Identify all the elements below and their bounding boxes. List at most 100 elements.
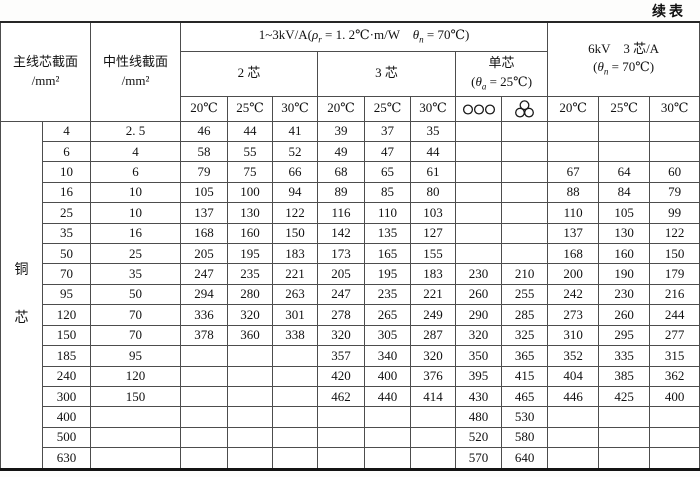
cell-3core-20 [317,447,366,470]
cell-6kv-30: 315 [649,345,700,367]
cell-6kv-25 [598,120,651,142]
cell-2core-25: 320 [227,304,274,326]
cell-2core-20 [180,385,229,408]
cell-3core-25: 165 [364,243,412,265]
cell-2core-25: 100 [227,181,274,204]
cell-6kv-25 [598,140,651,163]
cell-3core-30: 249 [410,304,457,326]
header-main-section: 主线芯截面 /mm² [0,21,92,122]
cell-3core-20: 320 [317,324,366,347]
cell-single-flat: 350 [455,345,503,367]
header-6kv-temp-25: 25℃ [598,95,651,122]
cell-3core-20: 278 [317,304,366,326]
header-3core-temp-20: 20℃ [317,95,366,122]
cell-2core-20: 378 [180,324,229,347]
header-3core-temp-25: 25℃ [364,95,412,122]
cell-neutral-size: 16 [90,222,182,245]
cell-3core-30: 35 [410,120,457,142]
cell-single-trefoil: 415 [501,365,549,387]
cell-2core-20: 336 [180,304,229,326]
cell-3core-30: 183 [410,263,457,285]
cell-6kv-20: 137 [547,222,600,245]
table-row: 10 6 79 75 66 68 65 61 67 64 60 [1,161,700,183]
cell-2core-25: 55 [227,140,274,163]
cell-3core-30: 61 [410,161,457,183]
cell-3core-25: 340 [364,345,412,367]
cell-3core-25: 265 [364,304,412,326]
cell-6kv-25: 385 [598,365,651,387]
cell-main-size: 95 [41,283,92,306]
cell-3core-20: 173 [317,243,366,265]
cell-2core-30: 41 [272,120,319,142]
cell-neutral-size: 4 [90,140,182,163]
table-row: 150 70 378 360 338 320 305 287 320 325 310 295 277 [1,324,700,347]
cell-single-flat [455,181,503,204]
cell-6kv-20: 446 [547,385,600,408]
table-row: 185 95 357 340 320 350 365 352 335 315 [1,345,700,367]
cell-6kv-25 [598,406,651,428]
cell-6kv-25: 160 [598,243,651,265]
cell-6kv-30: 60 [649,161,700,183]
cell-2core-25 [227,447,274,470]
cell-2core-30 [272,447,319,470]
cell-neutral-size: 150 [90,385,182,408]
table-row: 70 35 247 235 221 205 195 183 230 210 200 190 179 [1,263,700,285]
cell-neutral-size [90,426,182,449]
cell-neutral-size: 25 [90,243,182,265]
cell-2core-20: 247 [180,263,229,285]
cell-single-flat: 395 [455,365,503,387]
cell-6kv-25: 335 [598,345,651,367]
table-row: 16 10 105 100 94 89 85 80 88 84 79 [1,181,700,204]
cell-2core-25 [227,426,274,449]
cell-neutral-size: 6 [90,161,182,183]
table-row: 120 70 336 320 301 278 265 249 290 285 273 260 244 [1,304,700,326]
cell-2core-20: 46 [180,120,229,142]
cell-single-trefoil: 530 [501,406,549,428]
cell-6kv-20: 200 [547,263,600,285]
header-main-section-unit: /mm² [31,72,60,88]
cell-main-size: 400 [41,406,92,428]
cell-3core-30 [410,447,457,470]
cell-3core-30: 103 [410,202,457,224]
cell-2core-30: 52 [272,140,319,163]
cell-2core-25: 280 [227,283,274,306]
cell-2core-30: 122 [272,202,319,224]
cell-6kv-30: 122 [649,222,700,245]
cell-6kv-30: 79 [649,181,700,204]
cell-6kv-20: 110 [547,202,600,224]
cell-3core-20 [317,406,366,428]
material-label-copper-core: 铜芯 [0,120,43,470]
header-6kv-group: 6kV 3 芯/A (θn = 70℃) [547,21,700,97]
cell-6kv-20: 67 [547,161,600,183]
table-row: 400 480 530 [1,406,700,428]
table-row: 6 4 58 55 52 49 47 44 [1,140,700,163]
cell-3core-30: 44 [410,140,457,163]
cell-6kv-30 [649,426,700,449]
cell-3core-25: 400 [364,365,412,387]
cell-single-trefoil: 210 [501,263,549,285]
cell-2core-20 [180,345,229,367]
cell-3core-25 [364,406,412,428]
cell-3core-20 [317,426,366,449]
cell-neutral-size: 70 [90,324,182,347]
cell-2core-30: 338 [272,324,319,347]
header-2core-temp-25: 25℃ [227,95,274,122]
cell-2core-25: 235 [227,263,274,285]
cell-3core-25: 47 [364,140,412,163]
table-row: 240 120 420 400 376 395 415 404 385 362 [1,365,700,387]
cell-single-trefoil [501,222,549,245]
header-2core-temp-20: 20℃ [180,95,229,122]
cell-main-size: 25 [41,202,92,224]
cell-single-trefoil [501,243,549,265]
cell-neutral-size [90,406,182,428]
header-single-core-group: 单芯 (θa = 25℃) [455,50,549,97]
cell-single-trefoil: 640 [501,447,549,470]
cell-3core-30: 320 [410,345,457,367]
cell-3core-25: 235 [364,283,412,306]
cell-3core-20: 39 [317,120,366,142]
table-row: 500 520 580 [1,426,700,449]
cell-3core-25 [364,426,412,449]
cell-6kv-25: 425 [598,385,651,408]
cell-2core-30: 301 [272,304,319,326]
table-row: 35 16 168 160 150 142 135 127 137 130 122 [1,222,700,245]
